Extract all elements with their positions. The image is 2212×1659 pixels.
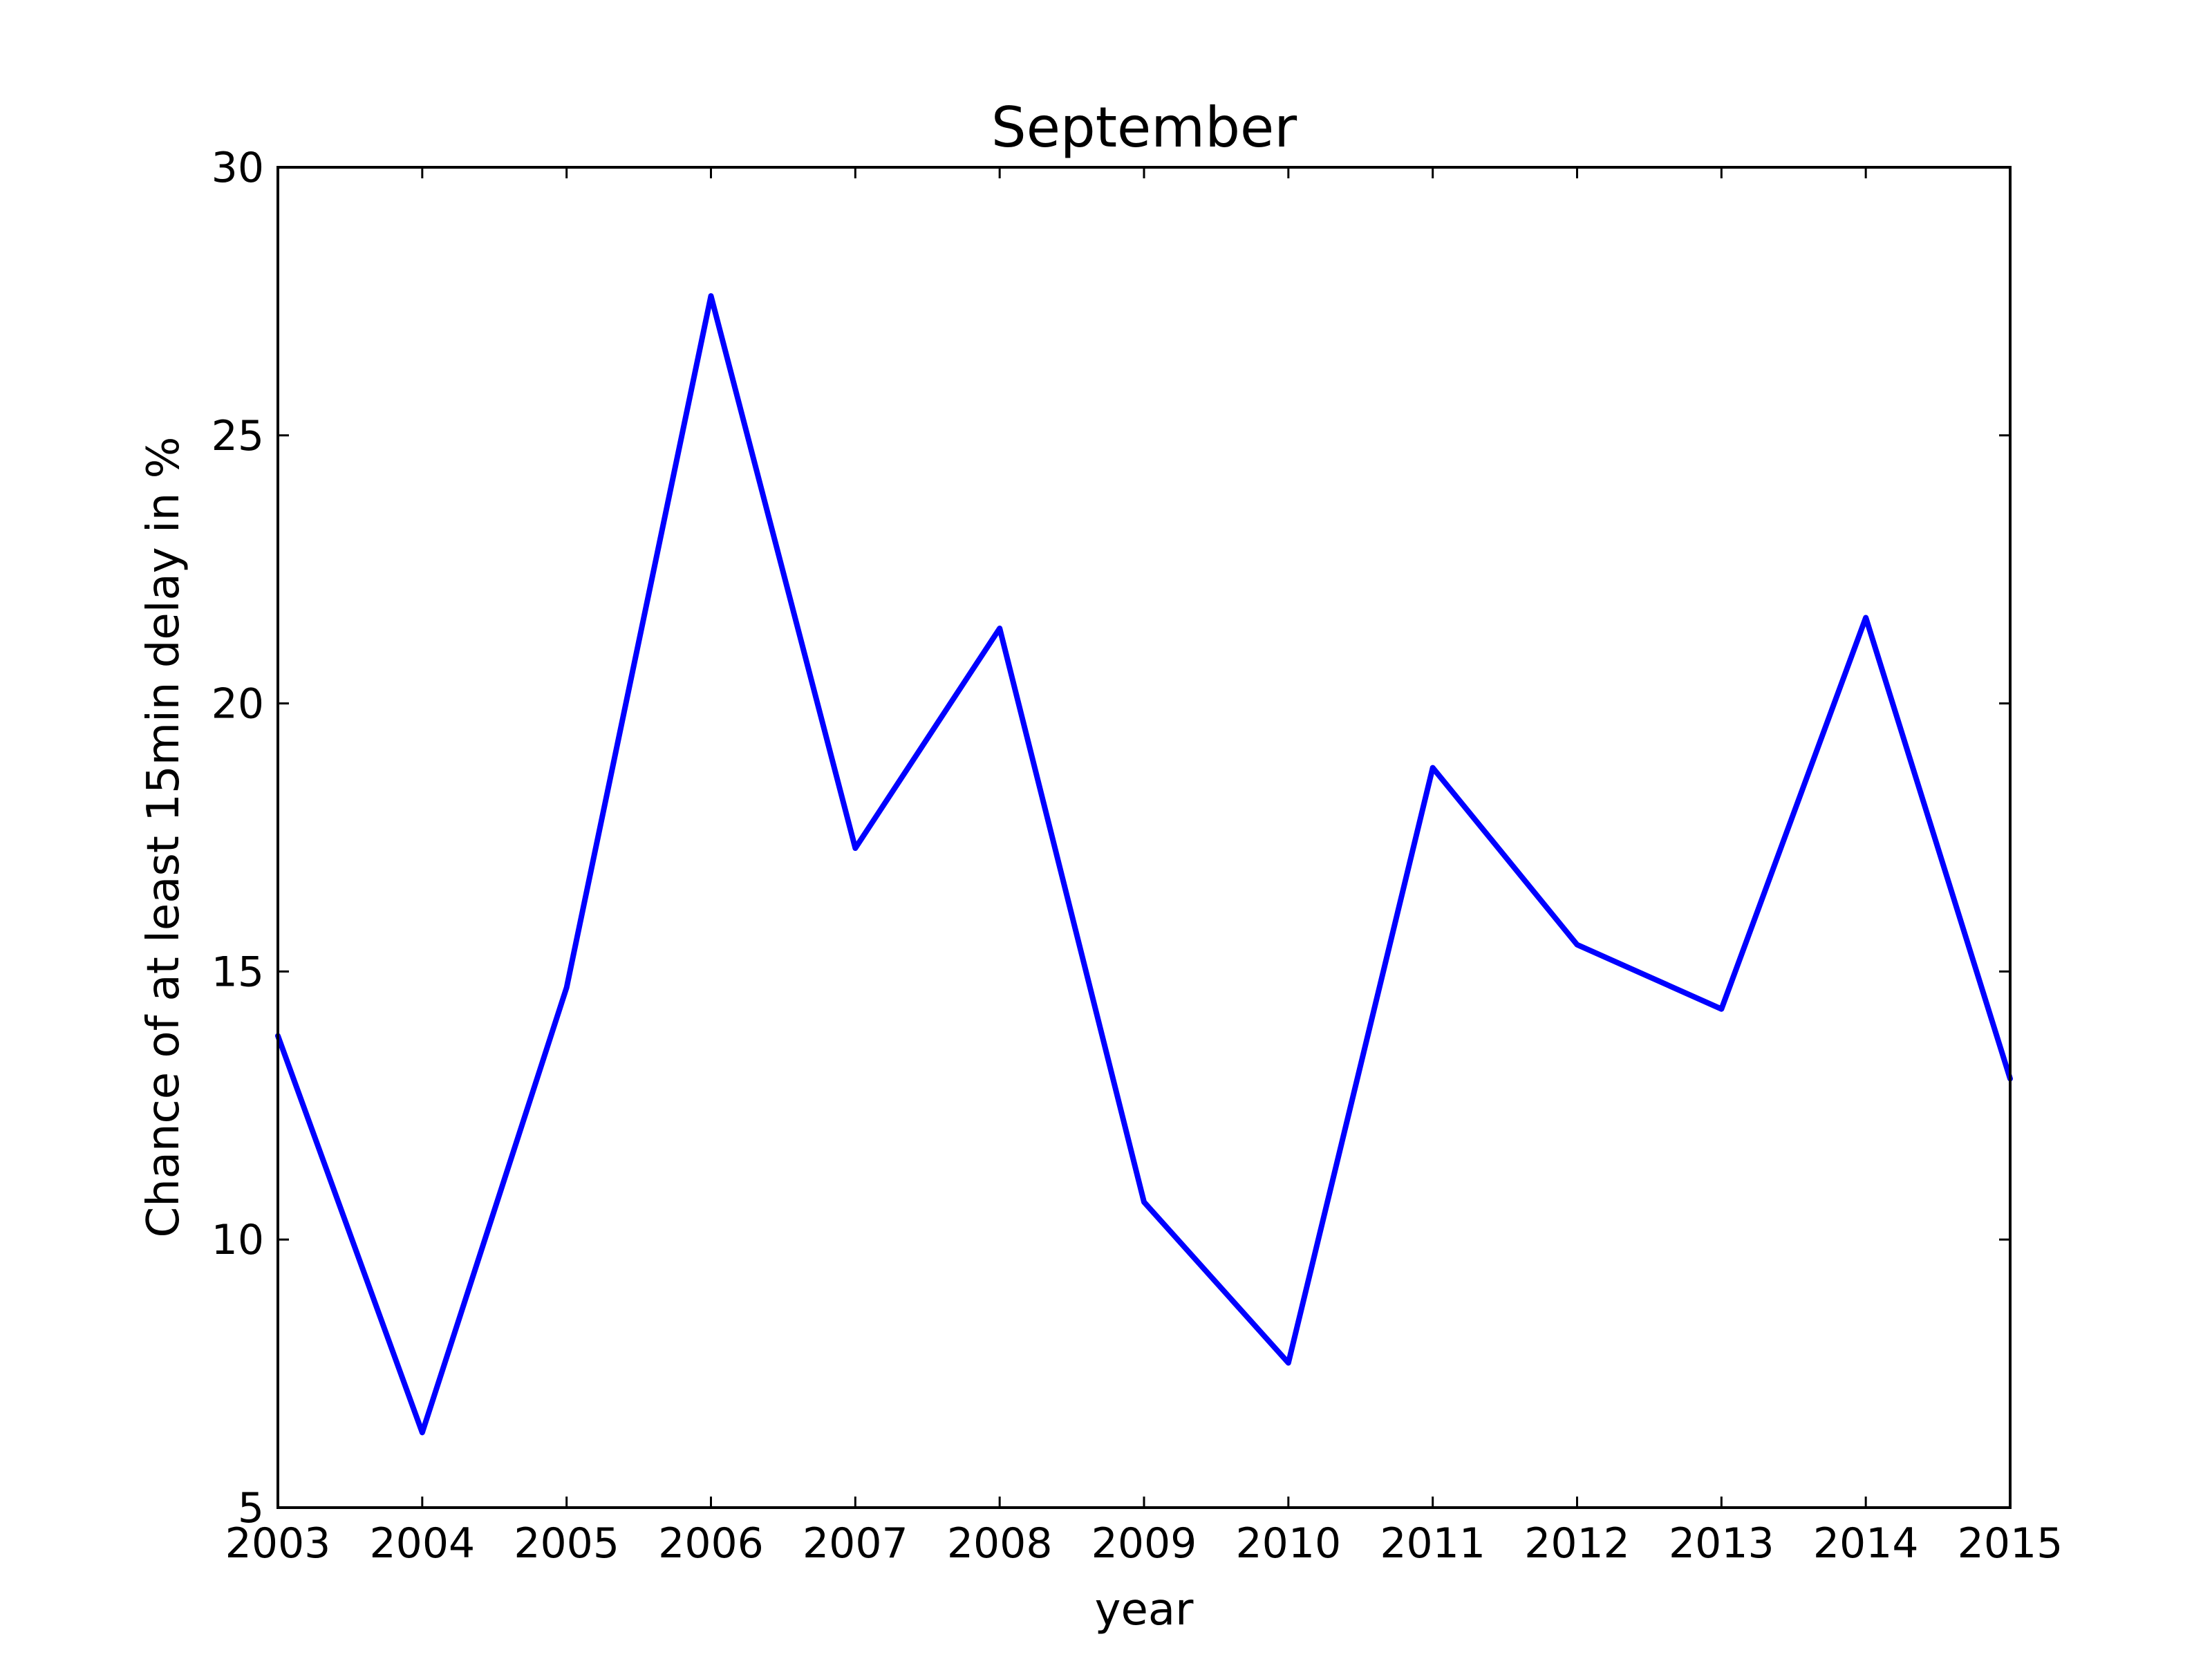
y-tick-label: 20 (212, 680, 264, 729)
x-tick-label: 2015 (1958, 1519, 2063, 1568)
x-tick-label: 2014 (1813, 1519, 1919, 1568)
x-tick-label: 2010 (1235, 1519, 1341, 1568)
x-tick-label: 2005 (514, 1519, 619, 1568)
x-tick-label: 2011 (1380, 1519, 1485, 1568)
series-layer (275, 293, 2013, 1436)
x-tick-label: 2013 (1669, 1519, 1774, 1568)
x-tick-label: 2009 (1091, 1519, 1197, 1568)
y-axis-label: Chance of at least 15min delay in % (138, 437, 189, 1238)
x-axis-ticks: 2003 2004 2005 2006 2007 2008 2009 2010 2011 2012… (225, 167, 2063, 1568)
y-axis-ticks: 5 10 15 20 25 30 (212, 144, 2010, 1533)
y-tick-label: 25 (212, 412, 264, 460)
x-tick-label: 2003 (225, 1519, 331, 1568)
y-tick-label: 15 (212, 948, 264, 996)
x-tick-label: 2008 (947, 1519, 1053, 1568)
x-tick-label: 2007 (803, 1519, 908, 1568)
x-tick-label: 2012 (1524, 1519, 1630, 1568)
y-tick-label: 30 (212, 144, 264, 192)
x-tick-label: 2006 (658, 1519, 764, 1568)
x-axis-label: year (1095, 1584, 1194, 1635)
plot-frame (276, 166, 2012, 1509)
chart-title: September (991, 95, 1297, 160)
x-tick-label: 2004 (369, 1519, 475, 1568)
y-tick-label: 10 (212, 1216, 264, 1264)
y-tick-label: 5 (238, 1484, 264, 1533)
plot-area (278, 167, 2010, 1508)
